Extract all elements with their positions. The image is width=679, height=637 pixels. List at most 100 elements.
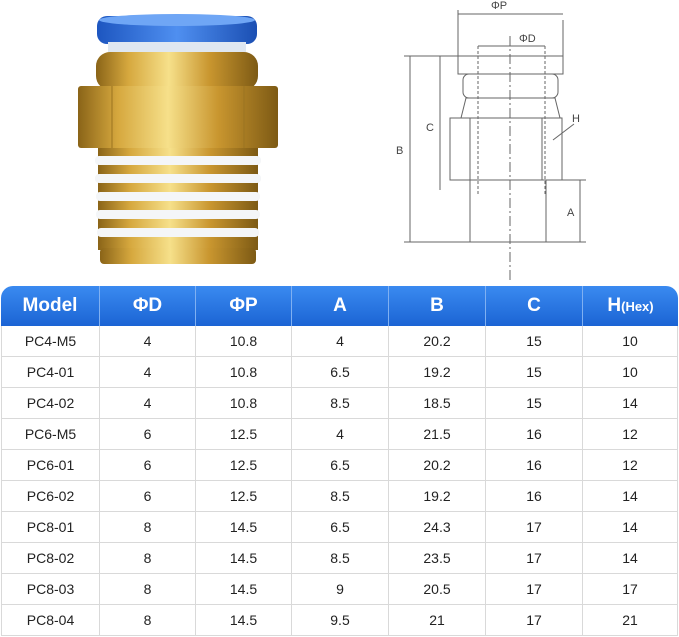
- value-cell: 8: [100, 512, 196, 543]
- value-cell: 14: [583, 543, 678, 574]
- table-row: PC4-M5 4 10.8 4 20.2 15 10: [1, 326, 678, 357]
- value-cell: 12: [583, 419, 678, 450]
- value-cell: 6.5: [292, 512, 389, 543]
- value-cell: 21.5: [389, 419, 486, 450]
- value-cell: 12.5: [196, 419, 292, 450]
- table-row: PC6-M5 6 12.5 4 21.5 16 12: [1, 419, 678, 450]
- value-cell: 19.2: [389, 357, 486, 388]
- value-cell: 14: [583, 388, 678, 419]
- value-cell: 14: [583, 512, 678, 543]
- model-cell: PC6-01: [1, 450, 100, 481]
- model-cell: PC6-02: [1, 481, 100, 512]
- dimension-label: C: [426, 122, 434, 134]
- value-cell: 6: [100, 419, 196, 450]
- table-row: PC8-02 8 14.5 8.5 23.5 17 14: [1, 543, 678, 574]
- value-cell: 15: [486, 326, 583, 357]
- fitting-photo: [78, 14, 278, 264]
- model-cell: PC4-02: [1, 388, 100, 419]
- column-header: ΦD: [100, 286, 196, 326]
- value-cell: 4: [100, 326, 196, 357]
- model-cell: PC8-03: [1, 574, 100, 605]
- table-body: PC4-M5 4 10.8 4 20.2 15 10 PC4-01 4 10.8 6.5 19.2 15…: [1, 326, 678, 636]
- table-row: PC4-02 4 10.8 8.5 18.5 15 14: [1, 388, 678, 419]
- value-cell: 17: [583, 574, 678, 605]
- dimension-label: B: [396, 145, 403, 157]
- model-cell: PC4-01: [1, 357, 100, 388]
- model-cell: PC8-01: [1, 512, 100, 543]
- value-cell: 10.8: [196, 357, 292, 388]
- header-sub: (Hex): [621, 299, 654, 314]
- model-cell: PC8-04: [1, 605, 100, 636]
- column-header: ΦP: [196, 286, 292, 326]
- value-cell: 8.5: [292, 481, 389, 512]
- value-cell: 20.2: [389, 326, 486, 357]
- table-row: PC8-04 8 14.5 9.5 21 17 21: [1, 605, 678, 636]
- value-cell: 17: [486, 512, 583, 543]
- value-cell: 16: [486, 481, 583, 512]
- value-cell: 8: [100, 605, 196, 636]
- header-row: Model ΦD ΦP A B C H(Hex): [1, 286, 678, 326]
- dimension-label: H: [572, 113, 580, 125]
- value-cell: 18.5: [389, 388, 486, 419]
- column-header: B: [389, 286, 486, 326]
- value-cell: 20.2: [389, 450, 486, 481]
- dimension-label: A: [567, 207, 575, 219]
- column-header: Model: [1, 286, 100, 326]
- value-cell: 16: [486, 419, 583, 450]
- value-cell: 21: [389, 605, 486, 636]
- value-cell: 17: [486, 543, 583, 574]
- value-cell: 14.5: [196, 605, 292, 636]
- value-cell: 10.8: [196, 326, 292, 357]
- value-cell: 15: [486, 388, 583, 419]
- value-cell: 6.5: [292, 450, 389, 481]
- table-row: PC8-03 8 14.5 9 20.5 17 17: [1, 574, 678, 605]
- value-cell: 6: [100, 450, 196, 481]
- value-cell: 8.5: [292, 543, 389, 574]
- value-cell: 12.5: [196, 450, 292, 481]
- value-cell: 17: [486, 605, 583, 636]
- value-cell: 10: [583, 357, 678, 388]
- table-row: PC4-01 4 10.8 6.5 19.2 15 10: [1, 357, 678, 388]
- value-cell: 14.5: [196, 574, 292, 605]
- value-cell: 14.5: [196, 543, 292, 574]
- value-cell: 4: [100, 357, 196, 388]
- dimension-label: ΦD: [519, 33, 536, 45]
- model-cell: PC6-M5: [1, 419, 100, 450]
- value-cell: 12.5: [196, 481, 292, 512]
- model-cell: PC8-02: [1, 543, 100, 574]
- value-cell: 17: [486, 574, 583, 605]
- value-cell: 16: [486, 450, 583, 481]
- value-cell: 8.5: [292, 388, 389, 419]
- value-cell: 4: [100, 388, 196, 419]
- table-row: PC8-01 8 14.5 6.5 24.3 17 14: [1, 512, 678, 543]
- column-header: H(Hex): [583, 286, 678, 326]
- value-cell: 4: [292, 326, 389, 357]
- value-cell: 6.5: [292, 357, 389, 388]
- value-cell: 9.5: [292, 605, 389, 636]
- value-cell: 19.2: [389, 481, 486, 512]
- value-cell: 9: [292, 574, 389, 605]
- value-cell: 20.5: [389, 574, 486, 605]
- value-cell: 4: [292, 419, 389, 450]
- value-cell: 15: [486, 357, 583, 388]
- value-cell: 14.5: [196, 512, 292, 543]
- value-cell: 14: [583, 481, 678, 512]
- table-row: PC6-02 6 12.5 8.5 19.2 16 14: [1, 481, 678, 512]
- dimension-label: ΦP: [491, 0, 507, 12]
- value-cell: 23.5: [389, 543, 486, 574]
- spec-table: Model ΦD ΦP A B C H(Hex) PC4-M5 4 10.8 4 20.2 15 10 P…: [1, 286, 678, 636]
- value-cell: 21: [583, 605, 678, 636]
- value-cell: 12: [583, 450, 678, 481]
- value-cell: 8: [100, 574, 196, 605]
- product-illustration: ΦP ΦD C B H A: [78, 0, 586, 282]
- column-header: C: [486, 286, 583, 326]
- table-row: PC6-01 6 12.5 6.5 20.2 16 12: [1, 450, 678, 481]
- value-cell: 24.3: [389, 512, 486, 543]
- value-cell: 8: [100, 543, 196, 574]
- header-main: H: [607, 295, 622, 316]
- value-cell: 10.8: [196, 388, 292, 419]
- model-cell: PC4-M5: [1, 326, 100, 357]
- value-cell: 10: [583, 326, 678, 357]
- technical-drawing: [404, 10, 586, 282]
